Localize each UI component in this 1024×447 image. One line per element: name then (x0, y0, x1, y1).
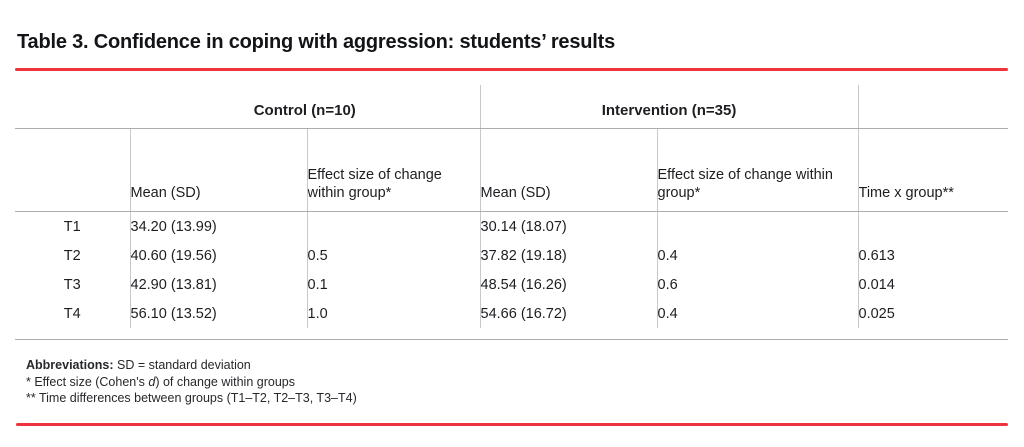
header-row-label (15, 128, 131, 212)
header-intervention-mean-sd: Mean (SD) (480, 128, 658, 212)
footnote-effect-size-text-end: ) of change within groups (155, 374, 295, 389)
control-effect-cell: 0.1 (307, 270, 481, 299)
group-header-empty-left (15, 85, 130, 129)
cohens-d-italic: d (148, 374, 156, 389)
time-group-cell (858, 212, 1008, 242)
row-label-cell: T1 (15, 211, 131, 241)
intervention-mean-cell: 30.14 (18.07) (480, 211, 658, 241)
group-header-row: Control (n=10) Intervention (n=35) (15, 85, 1009, 129)
intervention-mean-cell: 37.82 (19.18) (480, 241, 658, 270)
time-group-cell: 0.014 (858, 276, 895, 293)
intervention-mean-cell: 54.66 (16.72) (480, 299, 658, 328)
top-red-rule (15, 68, 1008, 71)
group-header-empty-right (858, 85, 1009, 129)
control-effect-cell: 0.5 (307, 241, 481, 270)
table-title: Table 3. Confidence in coping with aggre… (17, 31, 616, 53)
table-row-t3: T3 42.90 (13.81) 0.1 48.54 (16.26) 0.6 0… (15, 270, 1008, 299)
footnote-time-differences: ** Time differences between groups (T1–T… (26, 391, 357, 405)
header-control-mean-sd: Mean (SD) (130, 128, 308, 212)
intervention-effect-cell: 0.6 (657, 270, 859, 299)
abbreviations-text: SD = standard deviation (113, 358, 251, 372)
intervention-mean-cell: 48.54 (16.26) (480, 270, 658, 299)
row-label-cell: T3 (15, 270, 131, 299)
column-header-row: Mean (SD) Effect size of change within g… (15, 128, 1009, 212)
footnotes: Abbreviations: SD = standard deviation *… (26, 357, 357, 407)
footnote-effect-size-text: * Effect size (Cohen's (26, 374, 149, 389)
control-mean-cell: 56.10 (13.52) (130, 299, 308, 328)
time-group-cell: 0.025 (858, 305, 895, 322)
control-effect-cell (307, 211, 481, 241)
group-header-intervention: Intervention (n=35) (480, 85, 859, 129)
footnote-effect-size: * Effect size (Cohen's d) of change with… (26, 374, 357, 391)
table-row-t1: T1 34.20 (13.99) 30.14 (18.07) (15, 211, 1008, 242)
table-row-t2: T2 40.60 (19.56) 0.5 37.82 (19.18) 0.4 0… (15, 241, 1008, 270)
header-intervention-effect-size: Effect size of change within group* (657, 128, 859, 212)
table-bottom-rule (15, 339, 1008, 340)
results-table: Control (n=10) Intervention (n=35) Mean … (15, 85, 1009, 328)
intervention-effect-cell: 0.4 (657, 299, 859, 328)
bottom-red-rule (16, 423, 1008, 426)
time-group-cell: 0.613 (858, 247, 895, 264)
abbreviations-label: Abbreviations: (26, 358, 114, 372)
control-mean-cell: 40.60 (19.56) (130, 241, 308, 270)
row-label-cell: T2 (15, 241, 131, 270)
header-control-effect-size: Effect size of change within group* (307, 128, 481, 212)
intervention-effect-cell: 0.4 (657, 241, 859, 270)
control-mean-cell: 42.90 (13.81) (130, 270, 308, 299)
control-effect-cell: 1.0 (307, 299, 481, 328)
control-mean-cell: 34.20 (13.99) (130, 211, 308, 241)
group-header-control: Control (n=10) (130, 85, 481, 129)
header-time-x-group: Time x group** (858, 128, 1009, 212)
intervention-effect-cell (657, 211, 859, 241)
table-row-t4: T4 56.10 (13.52) 1.0 54.66 (16.72) 0.4 0… (15, 299, 1008, 328)
row-label-cell: T4 (15, 299, 131, 328)
footnote-abbreviations: Abbreviations: SD = standard deviation (26, 357, 357, 374)
